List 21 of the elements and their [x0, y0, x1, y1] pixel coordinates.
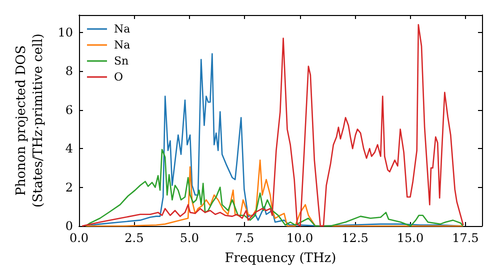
y-tick-label: 10 [58, 25, 73, 40]
y-tick-label: 8 [65, 64, 73, 78]
legend-label: Na [114, 22, 131, 36]
x-tick-label: 0.0 [69, 231, 89, 245]
x-tick-label: 2.5 [124, 231, 144, 245]
x-tick-label: 17.5 [452, 231, 479, 245]
legend-label: Sn [114, 54, 129, 68]
y-tick-label: 2 [65, 180, 73, 194]
legend-label: Na [114, 38, 131, 52]
x-tick-label: 7.5 [235, 231, 254, 245]
y-tick-label: 4 [65, 142, 74, 156]
line-series [81, 24, 464, 227]
y-tick-label: 0 [65, 219, 73, 233]
y-axis-title: Phonon projected DOS (States/THz·primitive cell) [14, 33, 46, 208]
legend-label: O [114, 70, 124, 84]
x-tick-label: 10.0 [286, 231, 314, 245]
x-tick-label: 5.0 [180, 231, 199, 245]
y-tick-label: 6 [65, 102, 73, 117]
x-axis-title: Frequency (THz) [224, 251, 336, 266]
x-tick-label: 12.5 [342, 231, 368, 245]
x-tick-label: 15.0 [396, 231, 424, 245]
